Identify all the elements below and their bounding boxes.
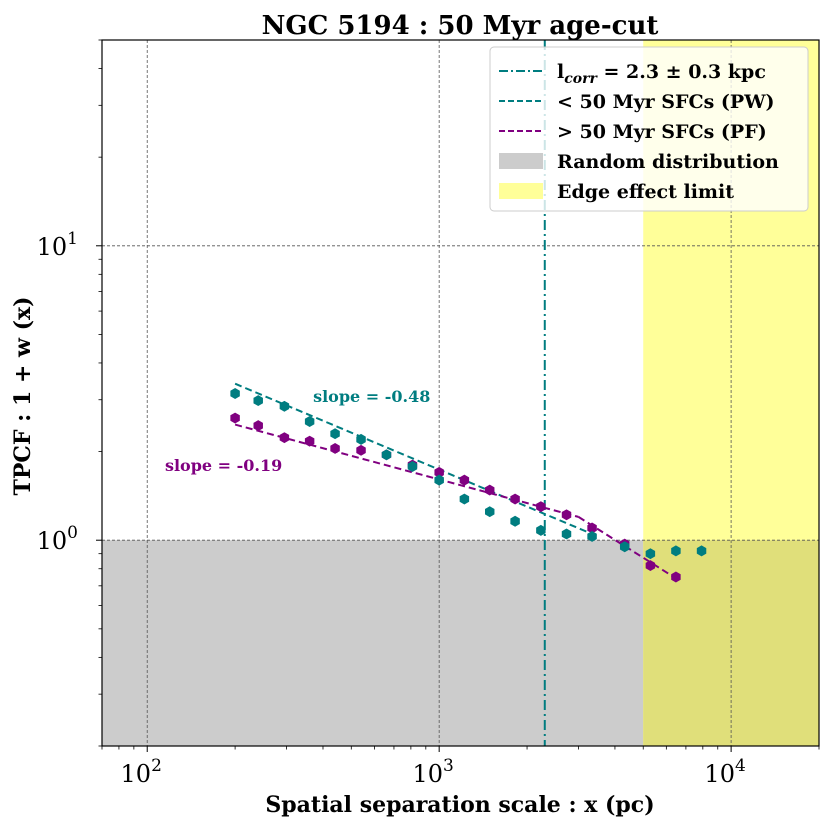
old-data-point	[253, 420, 263, 432]
old-data-point	[279, 432, 290, 444]
young-data-point	[510, 515, 520, 527]
young-data-point	[587, 530, 597, 542]
young-data-point	[279, 400, 290, 412]
old-data-point	[304, 435, 315, 447]
old-data-point	[561, 509, 572, 521]
old-data-point	[459, 474, 470, 486]
young-data-point	[381, 449, 392, 461]
young-data-point	[536, 524, 546, 536]
old-data-point	[510, 493, 520, 505]
legend-label: Edge effect limit	[557, 181, 734, 203]
x-tick-label: 102	[121, 756, 162, 788]
x-tick-label: 104	[704, 756, 745, 788]
young-data-point	[230, 388, 240, 399]
plot-frame	[101, 39, 820, 747]
legend: lcorr = 2.3 ± 0.3 kpc < 50 Myr SFCs (PW) >…	[489, 46, 809, 212]
young-data-point	[671, 545, 681, 557]
old-data-point	[330, 442, 340, 454]
x-tick-label: 103	[412, 756, 453, 788]
legend-patch	[499, 153, 543, 169]
axis-ticks: 102 103 104 100 101	[37, 39, 820, 788]
young-data-point	[561, 528, 572, 540]
legend-patch	[499, 183, 543, 199]
chart-title: NGC 5194 : 50 Myr age-cut	[262, 11, 659, 41]
young-slope-label: slope = -0.48	[313, 387, 430, 406]
young-data-point	[696, 545, 707, 557]
y-tick-label: 101	[37, 229, 78, 261]
young-data-point	[484, 506, 495, 518]
young-data-point	[253, 395, 263, 407]
young-data-point	[304, 416, 315, 427]
y-axis-label: TPCF : 1 + w (x)	[10, 296, 36, 495]
legend-label: lcorr = 2.3 ± 0.3 kpc	[557, 61, 766, 87]
old-slope-label: slope = -0.19	[165, 456, 282, 475]
young-data-point	[619, 541, 630, 553]
young-data-point	[434, 474, 444, 486]
old-data-point	[536, 501, 546, 513]
young-data-point	[407, 461, 418, 472]
old-data-point	[671, 571, 681, 583]
young-data-point	[330, 428, 340, 440]
slope-annotations: slope = -0.48 slope = -0.19	[165, 387, 430, 475]
y-tick-label: 100	[37, 523, 78, 555]
legend-label: > 50 Myr SFCs (PF)	[557, 121, 767, 143]
data-points	[230, 388, 707, 583]
x-axis-label: Spatial separation scale : x (pc)	[265, 792, 654, 818]
legend-label: Random distribution	[557, 151, 779, 173]
young-data-point	[645, 548, 656, 560]
old-data-point	[230, 412, 240, 424]
legend-label: < 50 Myr SFCs (PW)	[557, 91, 775, 113]
young-data-point	[459, 493, 470, 505]
old-fit-line-upper	[234, 423, 579, 518]
old-data-point	[484, 484, 495, 496]
old-data-point	[356, 444, 366, 456]
legend-box	[489, 46, 809, 212]
young-data-point	[356, 433, 366, 445]
old-data-point	[645, 560, 656, 572]
